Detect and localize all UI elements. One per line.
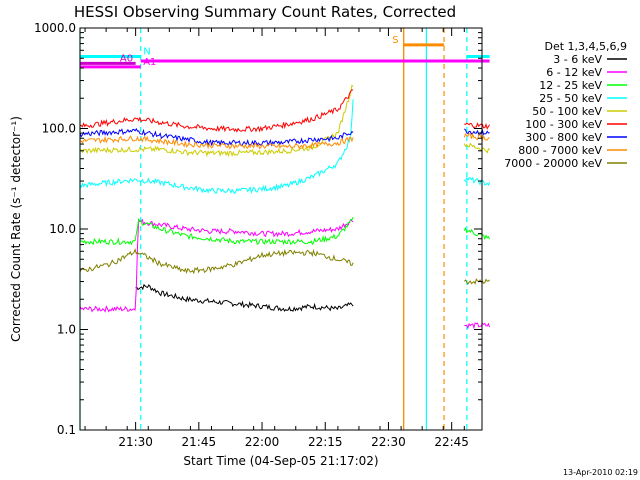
legend-label: 50 - 100 keV	[532, 105, 602, 118]
x-tick-label: 22:45	[434, 435, 469, 449]
timestamp: 13-Apr-2010 02:19	[563, 468, 638, 477]
y-tick-label: 100.0	[42, 122, 76, 136]
x-tick-label: 22:30	[371, 435, 406, 449]
series-line	[79, 89, 354, 133]
legend-label: 100 - 300 keV	[525, 118, 602, 131]
series-line	[463, 226, 491, 241]
series-line	[79, 218, 354, 313]
series-line	[464, 128, 490, 136]
y-axis-label: Corrected Count Rate (s⁻¹ detector⁻¹)	[9, 116, 23, 342]
series-line	[463, 176, 491, 187]
series-line	[79, 99, 354, 195]
series-line	[79, 84, 354, 158]
series-line	[79, 247, 354, 275]
x-axis: 21:30 21:45 22:00 22:15 22:30 22:45	[84, 28, 469, 449]
chart-title: HESSI Observing Summary Count Rates, Cor…	[74, 3, 456, 21]
legend-label: 300 - 800 keV	[525, 131, 602, 144]
legend-header: Det 1,3,4,5,6,9	[544, 40, 627, 53]
series-line	[135, 283, 354, 312]
legend-label: 12 - 25 keV	[539, 79, 602, 92]
series-line	[79, 135, 354, 150]
series-line	[463, 278, 490, 285]
y-tick-label: 1000.0	[34, 21, 76, 35]
flag-label: S	[392, 35, 398, 46]
series-line	[464, 322, 491, 330]
x-tick-label: 22:00	[245, 435, 280, 449]
legend-label: 3 - 6 keV	[553, 53, 602, 66]
flag-label: N	[143, 47, 150, 58]
series-line	[464, 122, 491, 130]
legend-label: 25 - 50 keV	[539, 92, 602, 105]
y-tick-label: 0.1	[57, 423, 76, 437]
series-line	[463, 132, 490, 142]
x-tick-label: 21:45	[182, 435, 217, 449]
legend-label: 6 - 12 keV	[546, 66, 602, 79]
flag-label: A0	[120, 53, 133, 64]
legend-label: 7000 - 20000 keV	[504, 157, 602, 170]
plot-area: NA0A1S	[79, 28, 491, 430]
x-tick-label: 22:15	[308, 435, 343, 449]
legend-label: 800 - 7000 keV	[518, 144, 602, 157]
series-line	[79, 216, 354, 246]
series-line	[463, 142, 490, 154]
y-tick-label: 10.0	[49, 222, 76, 236]
x-tick-label: 21:30	[118, 435, 153, 449]
y-tick-label: 1.0	[57, 323, 76, 337]
y-axis: 0.1 1.0 10.0 100.0 1000.0	[34, 21, 482, 437]
x-axis-label: Start Time (04-Sep-05 21:17:02)	[183, 454, 378, 468]
series-line	[79, 127, 354, 147]
